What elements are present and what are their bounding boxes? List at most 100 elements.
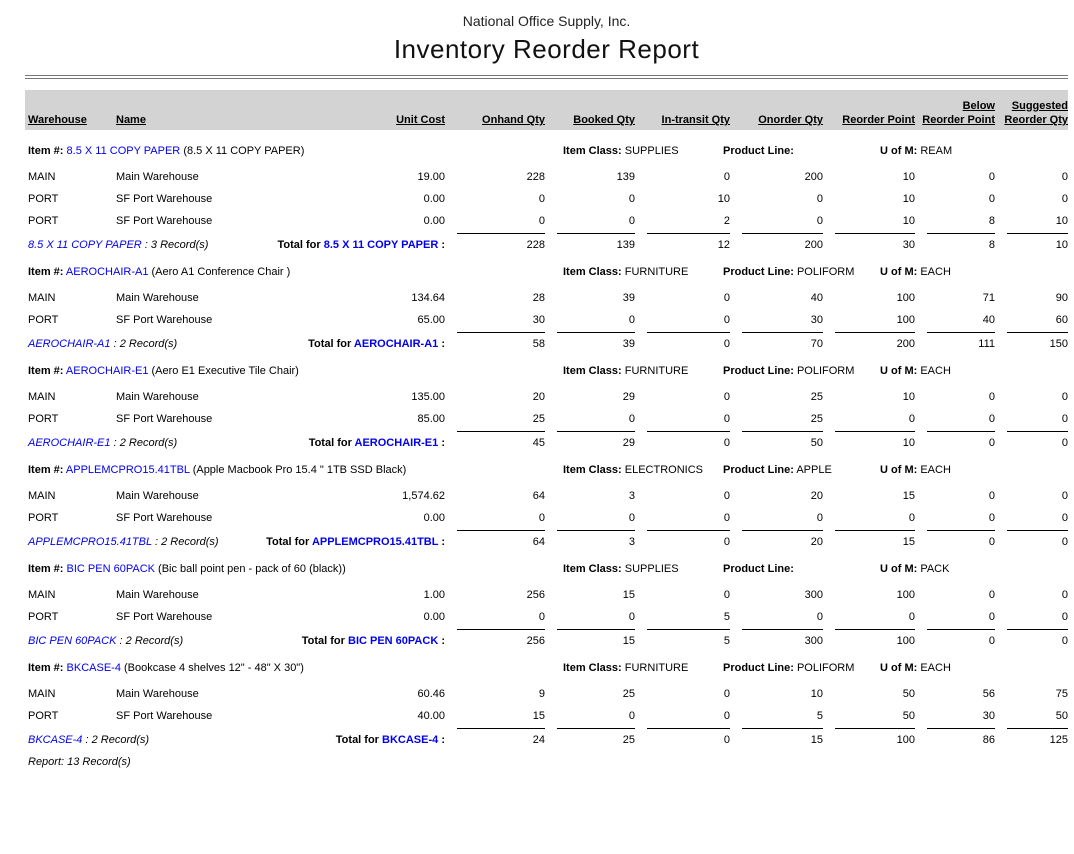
total-suggested-reorder-qty: 150 xyxy=(1007,332,1068,350)
suggested-reorder-qty-value: 0 xyxy=(1061,512,1068,524)
onorder-qty-value: 0 xyxy=(816,611,823,623)
item-code-link[interactable]: BKCASE-4 xyxy=(66,662,121,674)
column-header-label: Reorder Point xyxy=(922,114,995,126)
summary-item-code-link[interactable]: AEROCHAIR-A1 xyxy=(28,338,111,350)
item-group: Item #: AEROCHAIR-A1 (Aero A1 Conference… xyxy=(25,264,1068,350)
total-colon: : xyxy=(441,239,445,251)
total-item-code-link[interactable]: AEROCHAIR-A1 xyxy=(353,338,439,350)
group-total-left: BIC PEN 60PACK : 2 Record(s) Total for B… xyxy=(25,629,445,647)
total-colon: : xyxy=(441,437,445,449)
column-header-below-reorder-point[interactable]: Below Reorder Point xyxy=(915,99,995,127)
item-code-link[interactable]: BIC PEN 60PACK xyxy=(66,563,155,575)
suggested-reorder-qty-value: 90 xyxy=(1055,292,1068,304)
total-item-code-link[interactable]: AEROCHAIR-E1 xyxy=(354,437,439,449)
summary-item-code-link[interactable]: BIC PEN 60PACK xyxy=(28,635,117,647)
column-header-suggested-reorder-qty[interactable]: Suggested Reorder Qty xyxy=(995,99,1068,127)
report-groups: Item #: 8.5 X 11 COPY PAPER (8.5 X 11 CO… xyxy=(25,143,1068,746)
column-header-onorder-qty[interactable]: Onorder Qty xyxy=(730,113,823,127)
group-rows: MAIN Main Warehouse 60.46 9 25 0 10 50 5… xyxy=(25,683,1068,727)
item-group: Item #: AEROCHAIR-E1 (Aero E1 Executive … xyxy=(25,363,1068,449)
total-booked-qty: 25 xyxy=(557,728,635,746)
below-reorder-point-value: 0 xyxy=(988,512,995,524)
total-item-code-link[interactable]: 8.5 X 11 COPY PAPER xyxy=(323,239,439,251)
warehouse-code: PORT xyxy=(28,512,59,524)
item-class-value: FURNITURE xyxy=(624,662,689,674)
onhand-qty-value: 0 xyxy=(538,512,545,524)
reorder-point-value: 100 xyxy=(896,589,915,601)
summary-item-code-link[interactable]: APPLEMCPRO15.41TBL xyxy=(28,536,152,548)
warehouse-code: PORT xyxy=(28,413,59,425)
item-number-label: Item #: xyxy=(28,365,64,377)
below-reorder-point-value: 8 xyxy=(988,215,995,227)
summary-item-code-link[interactable]: BKCASE-4 xyxy=(28,734,83,746)
group-total-label: Total for APPLEMCPRO15.41TBL : xyxy=(266,536,445,548)
warehouse-code: MAIN xyxy=(28,391,56,403)
unit-cost-value: 0.00 xyxy=(423,193,445,205)
product-line-label: Product Line: xyxy=(723,145,794,157)
warehouse-name: Main Warehouse xyxy=(116,589,199,601)
total-onorder-qty: 200 xyxy=(742,233,823,251)
column-header-warehouse[interactable]: Warehouse xyxy=(25,113,113,127)
item-code-link[interactable]: 8.5 X 11 COPY PAPER xyxy=(66,145,181,157)
warehouse-row: PORT SF Port Warehouse 0.00 0 0 10 0 10 … xyxy=(25,188,1068,210)
column-header-top-line: Below xyxy=(962,100,995,112)
onorder-qty-value: 0 xyxy=(816,193,823,205)
uom-label: U of M: xyxy=(880,145,918,157)
uom-field: U of M: EACH xyxy=(880,363,951,379)
item-description: (Bookcase 4 shelves 12" - 48" X 30") xyxy=(124,662,304,674)
total-onorder-qty: 15 xyxy=(742,728,823,746)
total-onorder-qty: 50 xyxy=(742,431,823,449)
title-divider xyxy=(25,75,1068,79)
uom-label: U of M: xyxy=(880,365,918,377)
item-code-link[interactable]: AEROCHAIR-A1 xyxy=(65,266,149,278)
warehouse-name: SF Port Warehouse xyxy=(116,611,213,623)
column-header-unit-cost[interactable]: Unit Cost xyxy=(327,113,445,127)
column-header-booked-qty[interactable]: Booked Qty xyxy=(545,113,635,127)
item-description: (Aero A1 Conference Chair ) xyxy=(151,266,291,278)
product-line-label: Product Line: xyxy=(723,266,794,278)
total-reorder-point: 15 xyxy=(835,530,915,548)
summary-item-code-link[interactable]: 8.5 X 11 COPY PAPER xyxy=(28,239,142,251)
total-in-transit-qty: 0 xyxy=(647,431,730,449)
column-header-label: Unit Cost xyxy=(396,114,445,126)
unit-cost-value: 65.00 xyxy=(417,314,445,326)
total-item-code-link[interactable]: BIC PEN 60PACK xyxy=(348,635,439,647)
uom-field: U of M: PACK xyxy=(880,561,949,577)
total-for-label: Total for xyxy=(277,239,321,251)
below-reorder-point-value: 0 xyxy=(988,589,995,601)
reorder-point-value: 0 xyxy=(908,611,915,623)
summary-records-suffix: Record(s) xyxy=(160,239,209,251)
item-group: Item #: BIC PEN 60PACK (Bic ball point p… xyxy=(25,561,1068,647)
uom-value: EACH xyxy=(920,365,951,377)
below-reorder-point-value: 30 xyxy=(982,710,995,722)
column-header-onhand-qty[interactable]: Onhand Qty xyxy=(445,113,545,127)
item-class-value: FURNITURE xyxy=(624,365,689,377)
item-code-link[interactable]: APPLEMCPRO15.41TBL xyxy=(65,464,190,476)
item-class-field: Item Class: ELECTRONICS xyxy=(563,462,703,478)
summary-item-code-link[interactable]: AEROCHAIR-E1 xyxy=(28,437,111,449)
total-item-code-link[interactable]: BKCASE-4 xyxy=(382,734,439,746)
below-reorder-point-value: 0 xyxy=(988,193,995,205)
summary-records-suffix: Record(s) xyxy=(128,338,178,350)
onhand-qty-value: 20 xyxy=(532,391,545,403)
group-rows: MAIN Main Warehouse 1.00 256 15 0 300 10… xyxy=(25,584,1068,628)
item-class-field: Item Class: FURNITURE xyxy=(563,660,688,676)
total-reorder-point: 100 xyxy=(835,728,915,746)
column-header-in-transit-qty[interactable]: In-transit Qty xyxy=(635,113,730,127)
total-onhand-qty: 24 xyxy=(457,728,545,746)
warehouse-row: MAIN Main Warehouse 60.46 9 25 0 10 50 5… xyxy=(25,683,1068,705)
item-code-link[interactable]: AEROCHAIR-E1 xyxy=(65,365,149,377)
unit-cost-value: 40.00 xyxy=(417,710,445,722)
onorder-qty-value: 0 xyxy=(816,215,823,227)
reorder-point-value: 10 xyxy=(902,391,915,403)
onorder-qty-value: 25 xyxy=(810,391,823,403)
suggested-reorder-qty-value: 0 xyxy=(1061,490,1068,502)
column-header-reorder-point[interactable]: Reorder Point xyxy=(823,113,915,127)
summary-record-count: 2 xyxy=(125,635,132,647)
report-table: Warehouse Name Unit Cost Onhand Qty Book… xyxy=(25,90,1068,746)
uom-value: EACH xyxy=(920,662,951,674)
column-header-name[interactable]: Name xyxy=(113,113,327,127)
item-class-value: SUPPLIES xyxy=(624,145,679,157)
total-booked-qty: 15 xyxy=(557,629,635,647)
total-item-code-link[interactable]: APPLEMCPRO15.41TBL xyxy=(311,536,439,548)
